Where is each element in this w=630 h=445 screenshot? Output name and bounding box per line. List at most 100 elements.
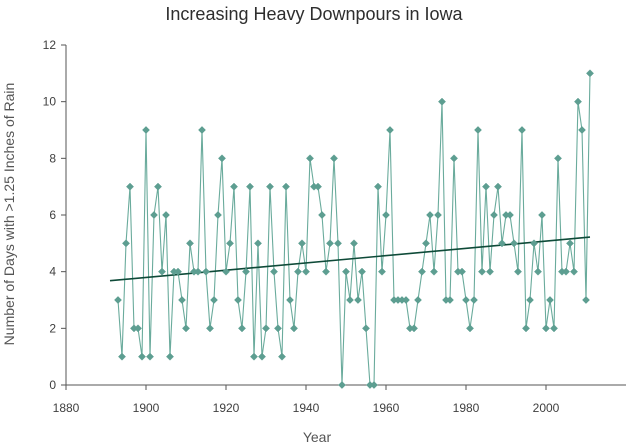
- data-point-1976: [446, 296, 454, 304]
- y-tick-label: 8: [49, 151, 56, 165]
- data-point-2011: [586, 69, 594, 78]
- data-point-1910: [182, 324, 190, 333]
- data-point-2010: [582, 296, 590, 304]
- data-point-1925: [242, 267, 250, 276]
- data-point-1970: [422, 239, 430, 248]
- chart-title: Increasing Heavy Downpours in Iowa: [165, 4, 463, 24]
- data-point-1898: [134, 324, 142, 333]
- data-point-1921: [226, 239, 234, 248]
- data-point-1914: [198, 126, 206, 134]
- x-tick-label: 1940: [293, 401, 320, 415]
- data-point-1953: [354, 296, 362, 304]
- data-point-2006: [566, 239, 574, 248]
- data-point-1908: [174, 267, 182, 276]
- data-point-1951: [346, 296, 354, 304]
- data-point-1896: [126, 182, 134, 191]
- data-point-1937: [290, 324, 298, 333]
- data-point-1940: [302, 267, 310, 276]
- data-point-1998: [534, 267, 542, 276]
- x-tick-label: 1920: [213, 401, 240, 415]
- data-point-1967: [410, 324, 418, 333]
- data-point-1905: [162, 211, 170, 219]
- data-point-1984: [478, 267, 486, 276]
- data-point-1944: [318, 211, 326, 219]
- data-point-1947: [330, 154, 338, 163]
- data-point-1923: [234, 296, 242, 304]
- data-point-1949: [338, 381, 346, 389]
- data-point-1932: [270, 267, 278, 276]
- data-point-1960: [382, 211, 390, 219]
- data-point-2003: [554, 154, 562, 163]
- data-point-1935: [282, 182, 290, 191]
- x-tick-label: 1980: [453, 401, 480, 415]
- data-point-1930: [262, 324, 270, 333]
- data-point-1952: [350, 239, 358, 248]
- data-point-1939: [298, 239, 306, 248]
- y-tick-label: 10: [43, 95, 57, 109]
- data-point-1920: [222, 267, 230, 276]
- data-point-1992: [510, 239, 518, 248]
- data-point-1988: [494, 182, 502, 191]
- data-point-1982: [470, 296, 478, 304]
- data-point-1900: [142, 126, 150, 134]
- data-point-1946: [326, 239, 334, 248]
- y-tick-label: 4: [49, 265, 56, 279]
- data-point-1904: [158, 267, 166, 276]
- data-point-1986: [486, 267, 494, 276]
- data-point-1938: [294, 267, 302, 276]
- x-tick-label: 2000: [533, 401, 560, 415]
- data-point-1894: [118, 352, 126, 361]
- data-point-1934: [278, 352, 286, 361]
- data-point-1959: [378, 267, 386, 276]
- data-point-1954: [358, 267, 366, 276]
- data-point-1977: [450, 154, 458, 163]
- data-point-1906: [166, 352, 174, 361]
- data-point-1974: [438, 97, 446, 106]
- data-point-2000: [542, 324, 550, 333]
- data-point-1980: [462, 296, 470, 304]
- data-point-1917: [210, 296, 218, 304]
- data-point-1927: [250, 352, 258, 361]
- y-tick-label: 12: [43, 38, 57, 52]
- data-point-1929: [258, 352, 266, 361]
- data-point-1922: [230, 182, 238, 191]
- data-point-2009: [578, 126, 586, 134]
- data-point-1902: [150, 211, 158, 219]
- data-point-1931: [266, 182, 274, 191]
- data-point-1945: [322, 267, 330, 276]
- data-point-1933: [274, 324, 282, 333]
- data-point-1911: [186, 239, 194, 248]
- data-point-1913: [194, 267, 202, 276]
- data-point-1918: [214, 211, 222, 219]
- y-tick-label: 0: [49, 378, 56, 392]
- data-point-1899: [138, 352, 146, 361]
- data-point-1895: [122, 239, 130, 248]
- data-point-1961: [386, 126, 394, 134]
- data-point-1928: [254, 239, 262, 248]
- data-point-1957: [370, 381, 378, 389]
- data-point-1901: [146, 352, 154, 361]
- y-tick-label: 2: [49, 321, 56, 335]
- data-point-1991: [506, 211, 514, 219]
- x-axis-label: Year: [303, 429, 332, 445]
- data-point-1981: [466, 324, 474, 333]
- data-point-1924: [238, 324, 246, 333]
- data-point-1972: [430, 267, 438, 276]
- data-point-2008: [574, 97, 582, 106]
- data-point-1955: [362, 324, 370, 333]
- data-point-1915: [202, 267, 210, 276]
- y-tick-label: 6: [49, 208, 56, 222]
- data-point-1983: [474, 126, 482, 134]
- x-tick-label: 1900: [133, 401, 160, 415]
- data-point-1993: [514, 267, 522, 276]
- data-point-1919: [218, 154, 226, 163]
- data-markers: [114, 69, 594, 389]
- x-tick-label: 1960: [373, 401, 400, 415]
- data-point-1996: [526, 296, 534, 304]
- data-point-1968: [414, 296, 422, 304]
- data-point-1916: [206, 324, 214, 333]
- data-point-1997: [530, 239, 538, 248]
- data-point-1903: [154, 182, 162, 191]
- data-point-1950: [342, 267, 350, 276]
